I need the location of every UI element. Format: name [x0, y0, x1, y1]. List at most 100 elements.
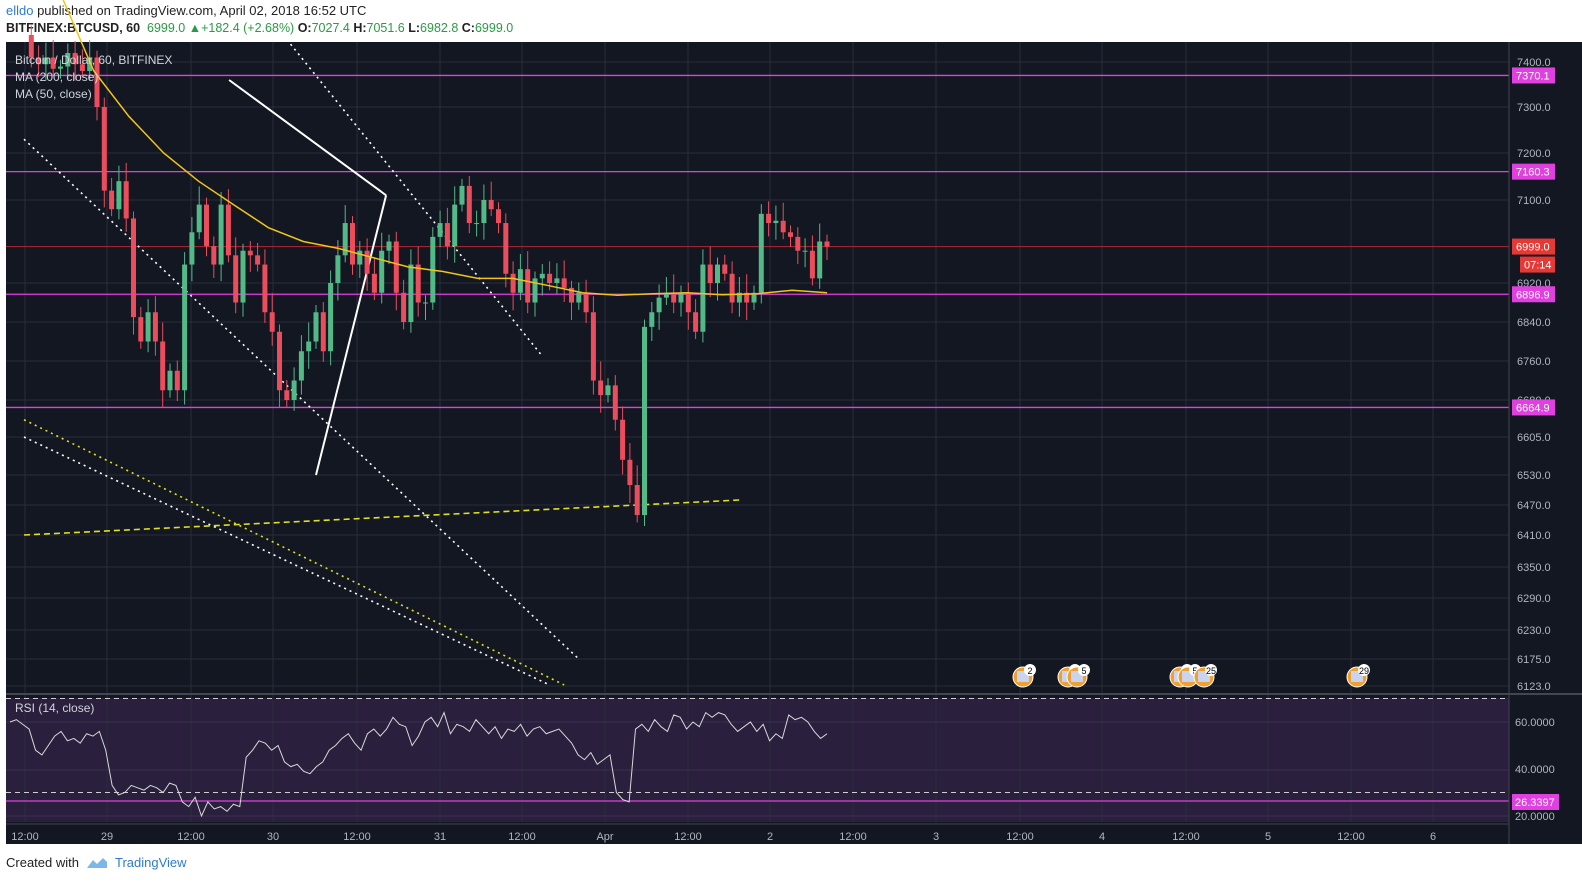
- rsi-tick-2: 20.0000: [1515, 811, 1555, 823]
- price-change: +182.4 (+2.68%): [201, 21, 295, 35]
- rsi-current-label: 26.3397: [1515, 797, 1555, 809]
- up-arrow-icon: ▲: [188, 21, 202, 35]
- legend-ma50: MA (50, close): [15, 87, 92, 101]
- candle-body-45: [350, 223, 355, 265]
- close-value: 6999.0: [474, 21, 514, 35]
- price-tick-8: 6605.0: [1517, 432, 1551, 444]
- publish-info: elldo published on TradingView.com, Apri…: [6, 3, 366, 18]
- candle-body-92: [693, 312, 699, 332]
- price-tick-5: 6840.0: [1517, 317, 1551, 329]
- candle-body-96: [722, 264, 728, 274]
- candle-body-16: [138, 317, 144, 342]
- legend: Bitcoin / Dollar, 60, BITFINEX MA (200, …: [15, 53, 172, 715]
- candle-body-108: [809, 250, 815, 279]
- candle-body-50: [386, 241, 392, 251]
- legend-ma200: MA (200, close): [15, 70, 98, 84]
- last-price-label: 6999.0: [1516, 242, 1550, 254]
- time-tick-10: 12:00: [839, 831, 867, 843]
- rsi-current-badge: [1512, 794, 1559, 810]
- candle-body-61: [466, 185, 472, 224]
- candle-body-1: [28, 35, 34, 58]
- candle-body-27: [218, 204, 224, 265]
- flag-count-2: 5: [1081, 666, 1086, 676]
- candle-body-74: [561, 278, 567, 288]
- candle-body-98: [736, 292, 742, 303]
- candle-body-20: [167, 370, 173, 391]
- candle-body-11: [101, 107, 107, 191]
- candle-body-60: [459, 185, 465, 205]
- level-badge-2: [1512, 286, 1555, 303]
- time-tick-13: 4: [1099, 831, 1105, 843]
- candle-body-18: [152, 312, 158, 342]
- candle-body-26: [211, 246, 217, 265]
- low-value: 6982.8: [420, 21, 459, 35]
- candle-body-42: [328, 283, 334, 352]
- candle-body-54: [415, 264, 421, 303]
- candle-body-6: [65, 53, 71, 67]
- level-label-1: 7160.3: [1516, 167, 1550, 179]
- candle-body-97: [729, 273, 735, 303]
- candle-body-38: [298, 351, 304, 381]
- candle-body-100: [751, 292, 757, 303]
- candle-body-28: [225, 204, 231, 256]
- grid: [6, 42, 1509, 822]
- flag-count-bg-2: [1078, 664, 1090, 676]
- candle-body-17: [145, 312, 151, 342]
- event-markers[interactable]: 235352529: [1012, 664, 1370, 688]
- level-badge-0: [1512, 67, 1555, 84]
- author-link[interactable]: elldo: [6, 3, 34, 18]
- ohlc-bar: BITFINEX:BTCUSD, 60 6999.0 ▲+182.4 (+2.6…: [6, 21, 513, 35]
- candle-body-24: [196, 204, 202, 233]
- legend-rsi: RSI (14, close): [15, 701, 94, 715]
- candle-body-89: [671, 292, 677, 303]
- candle-body-73: [554, 278, 560, 283]
- candle-body-36: [284, 390, 290, 400]
- candle-body-75: [569, 287, 574, 303]
- last-price-badge: [1512, 238, 1555, 255]
- level-label-3: 6664.9: [1516, 402, 1550, 414]
- level-label-2: 6896.9: [1516, 289, 1550, 301]
- candle-body-7: [72, 53, 78, 65]
- price-tick-14: 6230.0: [1517, 625, 1551, 637]
- candle-body-106: [795, 236, 801, 251]
- low-label: L:: [408, 21, 421, 35]
- candle-body-85: [642, 326, 647, 515]
- price-chart[interactable]: 235352529 7400.07300.07200.07100.06920.0…: [0, 0, 1582, 850]
- rsi-background: [6, 698, 1509, 822]
- tradingview-link[interactable]: TradingView: [114, 855, 187, 870]
- flag-count-bg-5: [1205, 664, 1217, 676]
- candle-body-84: [634, 485, 640, 515]
- candle-body-105: [788, 232, 793, 237]
- legend-title: Bitcoin / Dollar, 60, BITFINEX: [15, 53, 172, 67]
- time-tick-8: 12:00: [674, 831, 702, 843]
- flag-icon-2: [1071, 671, 1083, 682]
- candle-body-71: [539, 273, 545, 279]
- candle-body-95: [715, 264, 720, 283]
- price-tick-10: 6470.0: [1517, 500, 1551, 512]
- candle-body-41: [320, 312, 326, 352]
- candle-body-81: [612, 385, 618, 420]
- candle-body-9: [87, 57, 93, 71]
- candle-body-23: [189, 232, 195, 265]
- price-tick-13: 6290.0: [1517, 593, 1551, 605]
- trendline-2: [23, 138, 580, 660]
- candle-body-88: [663, 292, 669, 298]
- time-tick-16: 12:00: [1337, 831, 1365, 843]
- candle-body-90: [678, 292, 684, 303]
- flag-icon-4: [1182, 671, 1194, 682]
- candle-body-99: [744, 292, 750, 303]
- candle-body-22: [182, 264, 188, 391]
- high-value: 7051.6: [366, 21, 405, 35]
- candle-body-25: [204, 204, 209, 247]
- price-tick-1: 7300.0: [1517, 102, 1551, 114]
- candle-body-10: [94, 57, 100, 107]
- level-badge-3: [1512, 399, 1555, 416]
- flag-icon-6: [1351, 671, 1363, 682]
- countdown-badge: [1520, 256, 1555, 273]
- candle-body-44: [342, 223, 348, 256]
- price-tick-3: 7100.0: [1517, 195, 1551, 207]
- horizontal-levels: [6, 74, 1509, 409]
- time-tick-2: 12:00: [177, 831, 205, 843]
- candle-body-21: [174, 370, 180, 391]
- last-price: 6999.0: [147, 21, 186, 35]
